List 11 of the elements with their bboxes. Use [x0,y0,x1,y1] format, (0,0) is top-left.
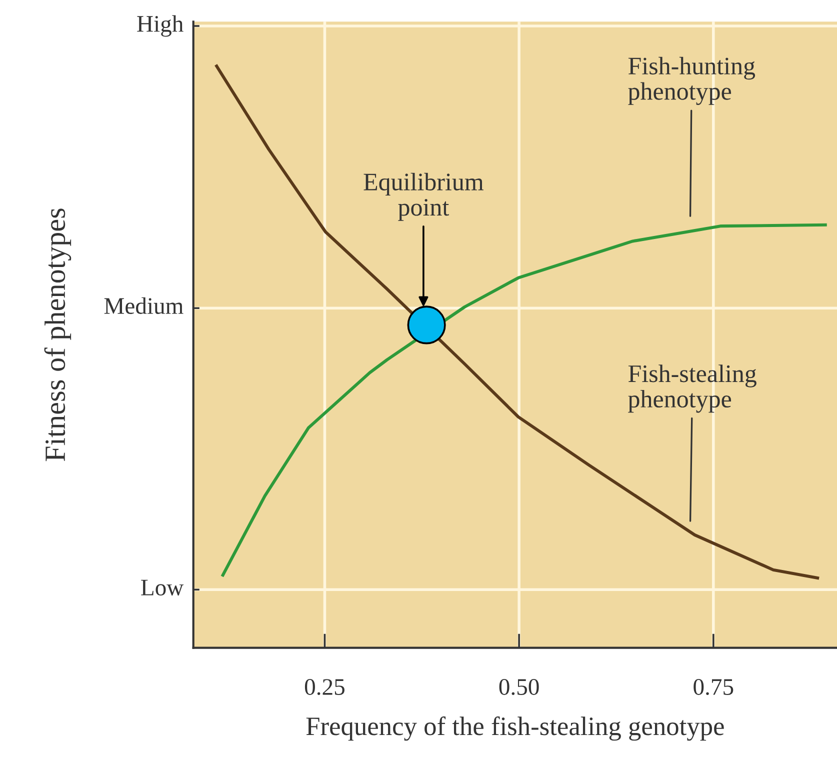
annotation: Fish-hunting phenotype [628,56,756,105]
annotation: Equilibrium point [364,172,484,221]
ref-line-label: Medium [104,297,184,314]
ref-line-label: Low [141,580,184,596]
ref-line-label: High [137,15,184,37]
annotation: Fish-stealing phenotype [628,364,756,413]
x-axis-title: Frequency of the fish-stealing genotype [306,716,724,741]
x-tick-label: 0.75 [694,679,734,696]
x-tick-label: 0.25 [304,679,344,696]
y-axis-title: Fitness of phenotypes [44,208,72,462]
x-tick-label: 0.50 [499,679,539,696]
